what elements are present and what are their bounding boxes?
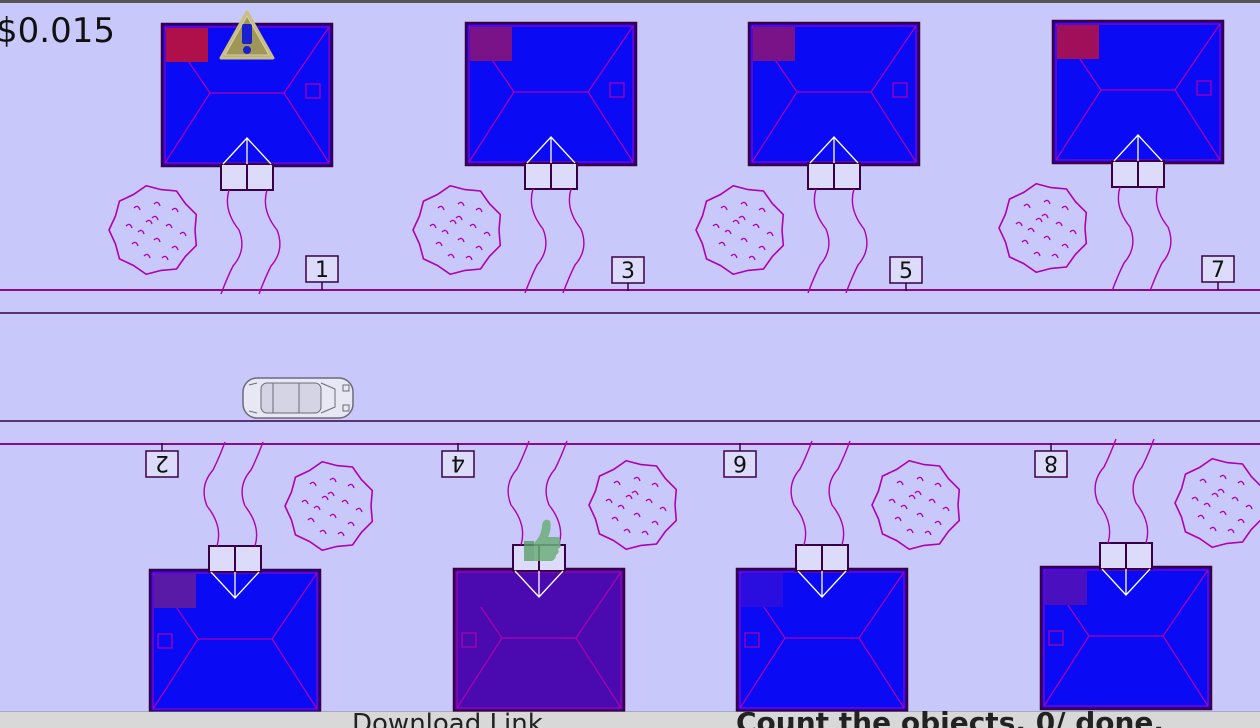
chimney: [166, 28, 208, 62]
driveway: [1132, 438, 1155, 544]
tree: [695, 184, 785, 276]
driveway: [807, 188, 830, 294]
chimney: [1057, 25, 1099, 59]
chimney: [1045, 571, 1087, 605]
house-8[interactable]: [1039, 542, 1213, 711]
house-2[interactable]: [148, 545, 322, 714]
vent: [305, 83, 321, 99]
vent: [609, 82, 625, 98]
house-5[interactable]: [747, 21, 921, 190]
house-6[interactable]: [735, 544, 909, 713]
warning-icon[interactable]: [219, 10, 275, 60]
svg-text:5: 5: [899, 259, 913, 284]
window-top-edge: [0, 0, 1260, 3]
tree: [588, 459, 678, 551]
house-3[interactable]: [464, 21, 638, 190]
chimney: [741, 573, 783, 607]
svg-text:4: 4: [451, 450, 465, 475]
house-number-7: 7: [1201, 255, 1235, 290]
road: [0, 289, 1260, 445]
vent: [157, 633, 173, 649]
driveway: [545, 440, 568, 546]
driveway: [524, 188, 547, 294]
svg-text:1: 1: [315, 258, 329, 283]
driveway: [241, 441, 264, 547]
driveway: [562, 188, 585, 294]
driveway: [507, 440, 530, 546]
driveway: [258, 189, 281, 295]
tree: [1174, 457, 1260, 549]
driveway: [1094, 438, 1117, 544]
house-number-6: 6: [723, 443, 757, 478]
vent: [461, 632, 477, 648]
house-number-1: 1: [305, 255, 339, 290]
svg-text:3: 3: [621, 259, 635, 284]
svg-text:2: 2: [155, 450, 169, 475]
tree: [998, 182, 1088, 274]
house-number-5: 5: [889, 256, 923, 291]
vent: [1048, 630, 1064, 646]
money-counter: $0.015: [0, 11, 115, 51]
svg-text:8: 8: [1044, 450, 1058, 475]
tree: [412, 184, 502, 276]
house-number-3: 3: [611, 256, 645, 291]
svg-text:6: 6: [733, 450, 747, 475]
status-text: Count the objects. 0/ done.: [736, 706, 1164, 728]
svg-text:7: 7: [1211, 258, 1225, 283]
tree: [871, 459, 961, 551]
bottom-bar: [0, 712, 1260, 728]
chimney: [154, 574, 196, 608]
driveway: [845, 188, 868, 294]
chimney: [470, 27, 512, 61]
house-number-8: 8: [1034, 443, 1068, 478]
driveway: [790, 440, 813, 546]
house-7[interactable]: [1051, 19, 1225, 188]
car[interactable]: [242, 377, 354, 419]
house-number-4: 4: [441, 443, 475, 478]
vent: [744, 632, 760, 648]
driveway: [1149, 186, 1172, 292]
house-number-2: 2: [145, 443, 179, 478]
house-1[interactable]: [160, 22, 334, 191]
driveway: [828, 440, 851, 546]
driveway: [203, 441, 226, 547]
thumbs-up-icon[interactable]: [524, 519, 561, 561]
chimney: [753, 27, 795, 61]
house-4[interactable]: [452, 544, 626, 713]
vent: [892, 82, 908, 98]
tree: [284, 460, 374, 552]
driveway: [1111, 186, 1134, 292]
vent: [1196, 80, 1212, 96]
driveway: [220, 189, 243, 295]
chimney: [458, 573, 500, 607]
tree: [108, 184, 198, 276]
download-link[interactable]: Download Link: [352, 709, 543, 728]
